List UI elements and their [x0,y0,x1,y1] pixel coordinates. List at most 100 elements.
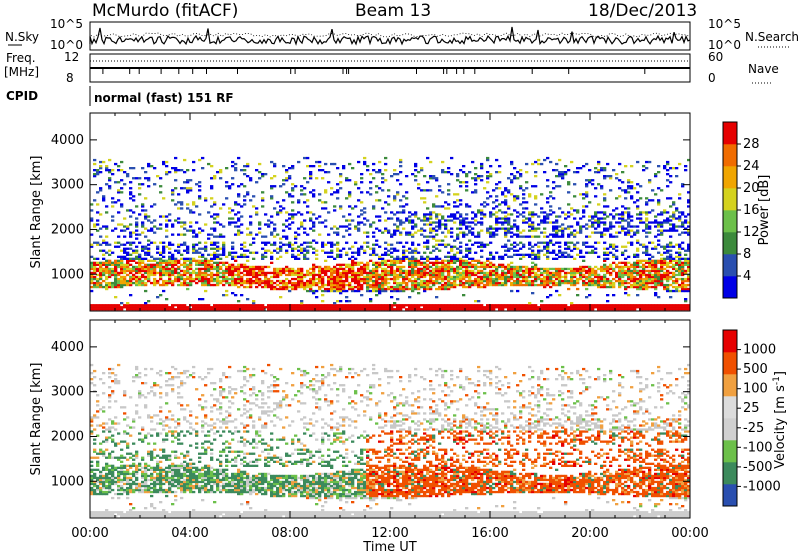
scatter-cell [657,165,661,168]
scatter-cell [291,255,295,258]
scatter-cell [183,271,187,275]
scatter-cell [432,267,436,271]
scatter-cell [528,193,532,196]
scatter-cell [282,235,286,238]
scatter-cell [117,199,121,202]
scatter-cell [519,281,523,285]
scatter-cell [507,205,511,208]
scatter-cell [603,253,607,256]
scatter-cell [366,277,370,281]
scatter-cell [384,279,388,283]
scatter-cell [405,308,409,311]
scatter-cell [240,183,244,186]
scatter-cell [384,306,388,309]
scatter-cell [378,281,382,285]
scatter-cell [225,294,229,297]
scatter-cell [672,267,676,271]
scatter-cell [501,304,505,307]
scatter-cell [99,187,103,190]
scatter-cell [216,235,220,238]
scatter-cell [384,211,388,214]
scatter-cell [618,273,622,277]
scatter-cell [450,249,454,252]
scatter-cell [423,287,427,291]
scatter-cell [600,308,604,311]
scatter-cell [198,279,202,283]
scatter-cell [531,283,535,287]
scatter-cell [165,235,169,238]
scatter-cell [462,265,466,269]
scatter-cell [423,263,427,266]
scatter-cell [300,306,304,309]
scatter-cell [552,283,556,287]
scatter-cell [96,229,100,232]
scatter-cell [630,285,634,289]
scatter-cell [171,261,175,264]
scatter-cell [432,235,436,238]
scatter-cell [321,304,325,307]
scatter-cell [282,267,286,271]
scatter-cell [390,263,394,266]
scatter-cell [312,189,316,192]
scatter-cell [600,167,604,170]
scatter-cell [651,269,655,273]
scatter-cell [342,308,346,311]
scatter-cell [342,165,346,168]
scatter-cell [123,267,127,271]
scatter-cell [312,275,316,279]
scatter-cell [420,308,424,311]
scatter-cell [420,285,424,289]
scatter-cell [543,277,547,281]
scatter-cell [618,279,622,283]
scatter-cell [423,304,427,307]
scatter-cell [225,277,229,281]
scatter-cell [183,283,187,287]
scatter-cell [261,269,265,273]
scatter-cell [324,225,328,228]
scatter-cell [384,169,388,172]
scatter-cell [654,247,658,250]
scatter-cell [669,215,673,218]
scatter-cell [318,285,322,289]
scatter-cell [426,245,430,248]
scatter-cell [369,275,373,279]
scatter-cell [666,173,670,176]
scatter-cell [663,167,667,170]
scatter-cell [468,281,472,285]
scatter-cell [363,265,367,269]
scatter-cell [438,219,442,222]
scatter-cell [153,259,157,262]
scatter-cell [552,181,556,184]
scatter-cell [291,183,295,186]
scatter-cell [117,273,121,277]
scatter-cell [351,255,355,258]
scatter-cell [447,251,451,254]
scatter-cell [504,233,508,236]
scatter-cell [336,289,340,293]
scatter-cell [93,265,97,269]
scatter-cell [423,267,427,271]
scatter-cell [456,237,460,240]
scatter-cell [105,251,109,254]
scatter-cell [228,306,232,309]
scatter-cell [216,281,220,285]
scatter-cell [234,277,238,281]
scatter-cell [510,283,514,287]
scatter-cell [471,160,475,164]
scatter-cell [192,235,196,238]
scatter-cell [483,267,487,271]
scatter-cell [573,229,577,232]
scatter-cell [639,281,643,285]
scatter-cell [636,259,640,262]
scatter-cell [555,257,559,260]
scatter-cell [264,235,268,238]
scatter-cell [111,263,115,266]
scatter-cell [474,308,478,311]
scatter-cell [297,306,301,309]
scatter-cell [369,223,373,226]
scatter-cell [507,255,511,258]
scatter-cell [525,171,529,174]
scatter-cell [615,197,619,200]
scatter-cell [159,277,163,281]
scatter-cell [678,267,682,271]
